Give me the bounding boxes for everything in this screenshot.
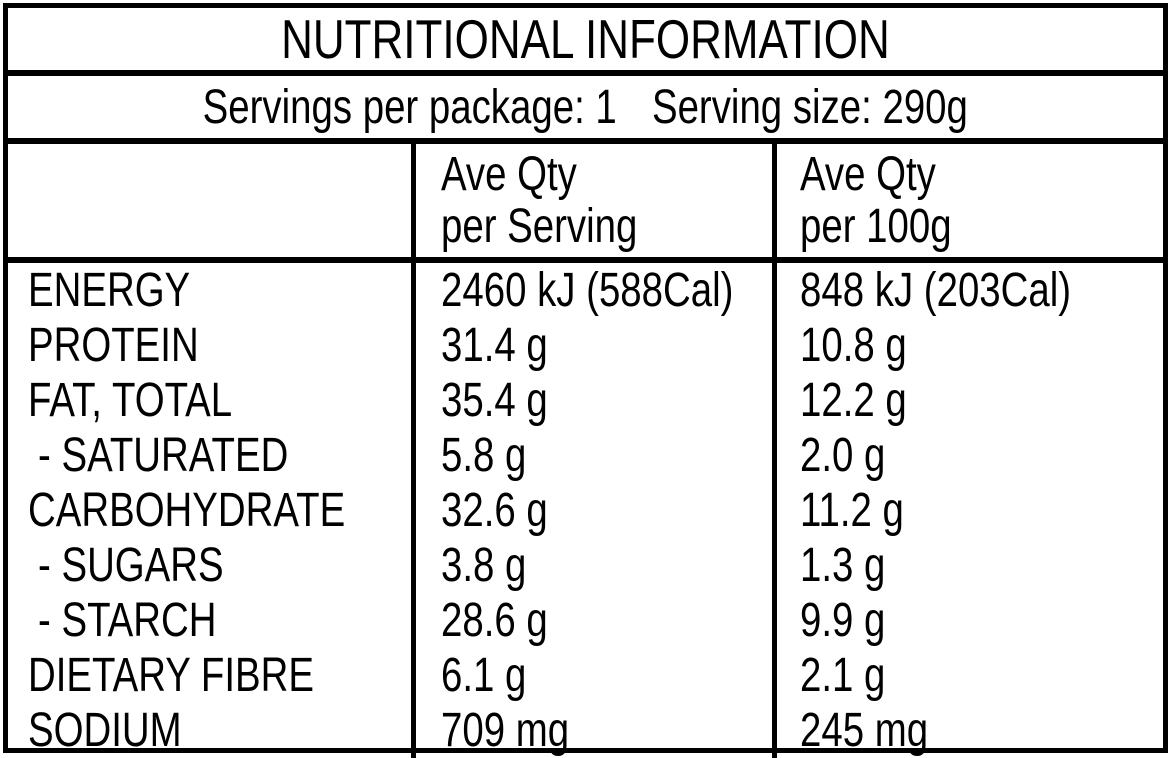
row-value-per-100g: 245 mg — [800, 704, 929, 757]
row-value-per-100g: 1.3 g — [800, 539, 886, 592]
serving-size: Serving size: 290g — [652, 80, 969, 134]
servings-text: Servings per package: 1 Serving size: 290… — [203, 80, 968, 135]
row-value-per-100g: 9.9 g — [800, 594, 886, 647]
row-value-per-serving: 31.4 g — [441, 319, 548, 372]
row-label: PROTEIN — [28, 319, 199, 372]
header-per-serving: Ave Qty per Serving — [411, 144, 772, 263]
row-value-per-serving: 5.8 g — [441, 429, 527, 482]
header-per-100g-line2: per 100g — [800, 200, 952, 253]
row-value-per-serving: 2460 kJ (588Cal) — [441, 264, 734, 317]
header-per-100g-line1: Ave Qty — [800, 148, 936, 201]
row-value-per-serving: 28.6 g — [441, 594, 548, 647]
divider-below-title — [8, 70, 1163, 76]
row-label: CARBOHYDRATE — [28, 484, 346, 537]
row-label: - STARCH — [38, 594, 217, 647]
row-value-per-serving: 709 mg — [441, 704, 570, 757]
row-label: - SATURATED — [38, 429, 289, 482]
servings-row: Servings per package: 1 Serving size: 290… — [8, 76, 1163, 138]
header-nutrient-blank — [8, 144, 411, 263]
header-per-100g: Ave Qty per 100g — [772, 144, 1163, 263]
row-value-per-100g: 2.0 g — [800, 429, 886, 482]
row-label: - SUGARS — [38, 539, 224, 592]
row-value-per-100g: 848 kJ (203Cal) — [800, 264, 1072, 317]
row-value-per-serving: 35.4 g — [441, 374, 548, 427]
divider-below-servings — [8, 138, 1163, 144]
header-per-serving-line1: Ave Qty — [441, 148, 577, 201]
row-label: DIETARY FIBRE — [28, 649, 314, 702]
servings-per-package: Servings per package: 1 — [202, 80, 617, 134]
row-label: ENERGY — [28, 264, 191, 317]
row-label: SODIUM — [28, 704, 182, 757]
nutrition-table: Ave Qty per Serving Ave Qty per 100g ENE… — [8, 144, 1163, 758]
row-value-per-100g: 10.8 g — [800, 319, 907, 372]
header-per-serving-line2: per Serving — [441, 200, 638, 253]
row-value-per-serving: 32.6 g — [441, 484, 548, 537]
row-value-per-100g: 12.2 g — [800, 374, 907, 427]
row-value-per-100g: 2.1 g — [800, 649, 886, 702]
row-label: FAT, TOTAL — [28, 374, 233, 427]
row-value-per-100g: 11.2 g — [800, 484, 904, 537]
label-title: NUTRITIONAL INFORMATION — [281, 8, 890, 70]
row-value-per-serving: 6.1 g — [441, 649, 527, 702]
label-title-row: NUTRITIONAL INFORMATION — [8, 8, 1163, 70]
row-value-per-serving: 3.8 g — [441, 539, 527, 592]
nutrition-label: NUTRITIONAL INFORMATION Servings per pac… — [3, 3, 1168, 758]
